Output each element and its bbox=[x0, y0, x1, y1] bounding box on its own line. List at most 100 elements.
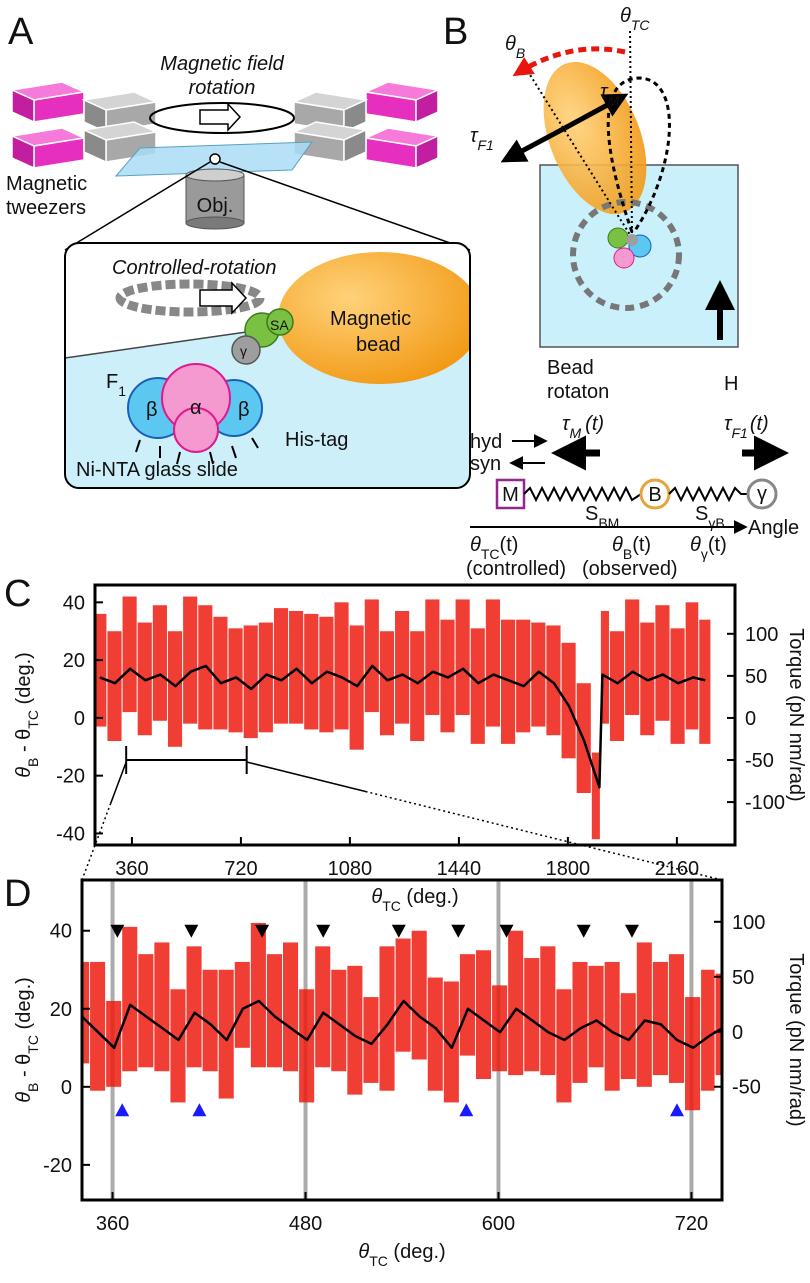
scatter-spread bbox=[655, 605, 670, 721]
label: Angle bbox=[748, 517, 799, 539]
scatter-spread bbox=[459, 954, 475, 1056]
scatter-spread bbox=[508, 930, 524, 1076]
rotation-arrow bbox=[512, 46, 626, 77]
scatter-spread bbox=[609, 631, 625, 741]
magnet bbox=[11, 81, 85, 123]
scatter-spread bbox=[455, 599, 470, 715]
scatter-spread bbox=[443, 981, 459, 1103]
scatter-spread bbox=[349, 625, 364, 750]
scatter-spread bbox=[540, 946, 556, 1076]
controlled-arrow bbox=[199, 281, 248, 315]
mean-line bbox=[99, 664, 706, 789]
label-part: γ bbox=[701, 546, 708, 562]
label: His-tag bbox=[285, 429, 348, 451]
scatter-spread bbox=[670, 628, 685, 744]
label-part: θ bbox=[690, 534, 701, 556]
zoom-line bbox=[110, 761, 127, 804]
event-marker bbox=[110, 924, 125, 938]
scatter-spread bbox=[82, 961, 90, 1064]
label: tweezers bbox=[6, 197, 86, 219]
y-axis-label-part: TC bbox=[25, 710, 41, 729]
scatter-spread bbox=[152, 605, 167, 721]
scatter-spread bbox=[250, 922, 266, 1068]
scatter-spread bbox=[106, 1000, 122, 1087]
objective-label: Obj. bbox=[197, 195, 234, 217]
label: rotaton bbox=[547, 381, 609, 403]
rotation-ring bbox=[149, 102, 295, 134]
x-axis-label-part: (deg.) bbox=[401, 886, 459, 908]
scatter-spread bbox=[170, 989, 186, 1103]
scatter-spread bbox=[591, 752, 600, 840]
x-tick-label: 720 bbox=[675, 1213, 708, 1235]
m-box bbox=[495, 478, 526, 510]
controlled-ring bbox=[115, 279, 265, 317]
spring bbox=[523, 485, 642, 503]
y-axis-label-part: - θ bbox=[13, 729, 35, 758]
label: β bbox=[238, 399, 250, 421]
panel-b: B θTC θB τM τF1 Bead rotaton H hyd syn τ… bbox=[443, 5, 799, 580]
label: SA bbox=[270, 317, 289, 333]
scatter-spread bbox=[347, 965, 363, 1095]
y2-axis-label-part: Torque (pN nm/rad) bbox=[785, 953, 807, 1126]
scatter-spread bbox=[652, 961, 668, 1076]
scatter-spread bbox=[395, 938, 411, 1052]
scatter-spread bbox=[273, 608, 289, 724]
y-axis-label-part: θ bbox=[13, 767, 35, 778]
scatter-spread bbox=[600, 611, 609, 724]
y-tick-label: 0 bbox=[61, 1077, 72, 1099]
label: hyd bbox=[470, 431, 502, 453]
label: θB(t) bbox=[612, 534, 651, 562]
label: θTC(t) bbox=[470, 534, 518, 562]
label-part: B bbox=[516, 45, 525, 61]
scatter-spread bbox=[154, 942, 170, 1072]
plot-frame bbox=[80, 878, 724, 1202]
label: Controlled-rotation bbox=[112, 257, 277, 279]
rotation-arrow bbox=[199, 102, 242, 132]
label: syn bbox=[470, 453, 501, 475]
scatter-spread bbox=[668, 954, 685, 1083]
plot-frame bbox=[93, 583, 737, 847]
scatter-spread bbox=[315, 946, 331, 1068]
event-marker bbox=[499, 924, 514, 938]
y-axis-label-part: (deg.) bbox=[13, 652, 35, 710]
label-part: M bbox=[607, 93, 619, 109]
scatter-spread bbox=[485, 599, 500, 727]
scatter-spread bbox=[531, 622, 546, 727]
scatter-spread bbox=[701, 969, 715, 1091]
scatter-spread bbox=[95, 613, 107, 727]
label-part: (t) bbox=[585, 413, 604, 435]
scatter-spread bbox=[228, 628, 243, 733]
scatter-spread bbox=[524, 958, 540, 1072]
label: τM (t) bbox=[562, 413, 604, 441]
theta-tc-line bbox=[629, 27, 633, 239]
torque-arrow bbox=[500, 125, 567, 163]
scatter-spread bbox=[379, 946, 395, 1091]
scatter-spread bbox=[258, 622, 273, 733]
label-part: F bbox=[106, 371, 118, 393]
scatter-spread bbox=[213, 616, 228, 730]
scatter-spread bbox=[410, 631, 425, 741]
x-tick-label: 480 bbox=[289, 1213, 322, 1235]
scatter-spread bbox=[470, 628, 485, 744]
label-part: 1 bbox=[118, 383, 126, 399]
label: M bbox=[502, 484, 519, 506]
objective-top bbox=[185, 168, 245, 182]
label: B bbox=[648, 484, 661, 506]
scatter-spread bbox=[283, 942, 299, 1072]
scatter-spread bbox=[411, 930, 427, 1060]
scatter-spread bbox=[699, 619, 711, 744]
magnet bbox=[365, 127, 439, 169]
x-axis-label-part: (deg.) bbox=[388, 1241, 446, 1263]
scatter-spread bbox=[266, 954, 283, 1068]
label: rotation bbox=[189, 77, 256, 99]
scatter-spread bbox=[546, 625, 561, 736]
plot-area bbox=[95, 596, 711, 840]
y-tick-label: 40 bbox=[50, 921, 72, 943]
event-marker bbox=[391, 924, 406, 938]
label-part: (t) bbox=[632, 534, 651, 556]
label: F1 bbox=[106, 371, 126, 399]
scatter-spread bbox=[425, 599, 440, 715]
panel-label: C bbox=[4, 573, 31, 615]
label-part: θ bbox=[612, 534, 623, 556]
scatter-spread bbox=[107, 631, 122, 741]
